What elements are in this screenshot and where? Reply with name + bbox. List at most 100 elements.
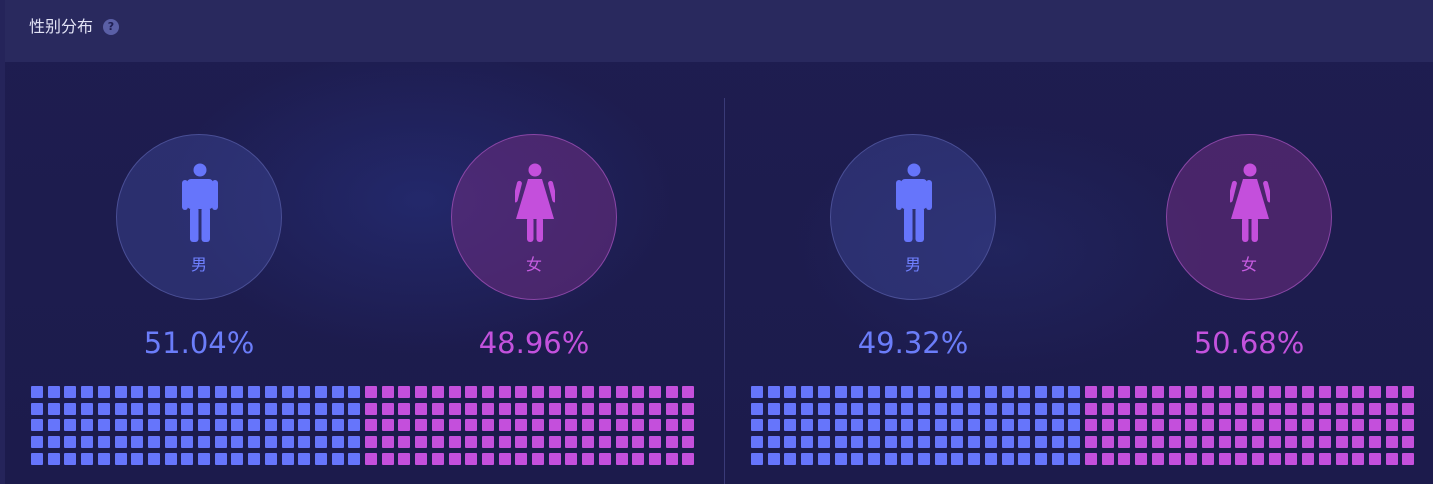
waffle-cell-male: [851, 403, 863, 415]
waffle-cell-female: [1185, 453, 1197, 465]
male-icon: [182, 163, 218, 242]
waffle-cell-male: [835, 453, 847, 465]
waffle-cell-female: [1285, 403, 1297, 415]
waffle-cell-male: [265, 436, 277, 448]
waffle-cell-female: [365, 403, 377, 415]
waffle-cell-female: [415, 419, 427, 431]
waffle-cell-female: [1402, 419, 1414, 431]
waffle-cell-female: [1135, 386, 1147, 398]
waffle-cell-female: [1118, 386, 1130, 398]
waffle-cell-female: [682, 386, 694, 398]
waffle-cell-male: [1052, 453, 1064, 465]
waffle-cell-female: [1235, 436, 1247, 448]
waffle-cell-male: [901, 419, 913, 431]
panel-divider: [724, 98, 725, 484]
waffle-cell-male: [115, 403, 127, 415]
waffle-cell-female: [365, 386, 377, 398]
waffle-cell-female: [1319, 436, 1331, 448]
waffle-cell-male: [818, 436, 830, 448]
waffle-cell-male: [951, 419, 963, 431]
waffle-cell-female: [432, 436, 444, 448]
waffle-cell-female: [1336, 386, 1348, 398]
waffle-cell-male: [985, 419, 997, 431]
waffle-cell-male: [768, 403, 780, 415]
waffle-cell-female: [582, 419, 594, 431]
waffle-cell-female: [415, 453, 427, 465]
waffle-cell-male: [282, 403, 294, 415]
waffle-cell-male: [918, 386, 930, 398]
waffle-cell-female: [499, 436, 511, 448]
waffle-cell-female: [382, 436, 394, 448]
waffle-cell-female: [1352, 453, 1364, 465]
waffle-cell-male: [784, 453, 796, 465]
waffle-cell-male: [784, 403, 796, 415]
waffle-cell-female: [1319, 419, 1331, 431]
male-label: 男: [190, 255, 207, 274]
help-icon[interactable]: ?: [103, 19, 119, 35]
waffle-cell-male: [348, 436, 360, 448]
waffle-cell-female: [616, 453, 628, 465]
waffle-cell-male: [282, 386, 294, 398]
waffle-cell-male: [181, 386, 193, 398]
waffle-cell-male: [148, 453, 160, 465]
waffle-cell-male: [265, 419, 277, 431]
waffle-cell-male: [165, 403, 177, 415]
waffle-cell-male: [1018, 453, 1030, 465]
waffle-cell-female: [1185, 403, 1197, 415]
waffle-cell-female: [449, 403, 461, 415]
waffle-cell-female: [1169, 436, 1181, 448]
waffle-cell-male: [1018, 403, 1030, 415]
waffle-cell-male: [165, 453, 177, 465]
waffle-cell-male: [935, 436, 947, 448]
waffle-cell-female: [465, 436, 477, 448]
waffle-cell-female: [1235, 403, 1247, 415]
waffle-cell-male: [148, 386, 160, 398]
waffle-cell-female: [632, 419, 644, 431]
waffle-cell-male: [98, 386, 110, 398]
page-title: 性别分布: [29, 17, 94, 36]
waffle-cell-male: [985, 386, 997, 398]
waffle-cell-male: [148, 403, 160, 415]
waffle-cell-male: [868, 419, 880, 431]
waffle-cell-male: [215, 436, 227, 448]
waffle-cell-female: [1118, 403, 1130, 415]
waffle-cell-female: [599, 419, 611, 431]
waffle-cell-male: [165, 419, 177, 431]
waffle-cell-male: [951, 386, 963, 398]
waffle-cell-male: [131, 403, 143, 415]
waffle-cell-male: [968, 436, 980, 448]
waffle-cell-male: [851, 386, 863, 398]
header: 性别分布 ?: [5, 0, 1433, 62]
waffle-cell-female: [1402, 436, 1414, 448]
waffle-cell-male: [115, 419, 127, 431]
waffle-cell-male: [1018, 386, 1030, 398]
waffle-cell-male: [215, 419, 227, 431]
waffle-cell-female: [1085, 436, 1097, 448]
waffle-cell-female: [1302, 436, 1314, 448]
waffle-cell-female: [482, 403, 494, 415]
waffle-cell-female: [1102, 453, 1114, 465]
waffle-cell-male: [282, 419, 294, 431]
waffle-cell-male: [31, 436, 43, 448]
waffle-cell-female: [1352, 386, 1364, 398]
waffle-cell-male: [81, 403, 93, 415]
waffle-cell-female: [1386, 386, 1398, 398]
waffle-cell-female: [1252, 403, 1264, 415]
waffle-cell-male: [81, 453, 93, 465]
waffle-cell-male: [332, 403, 344, 415]
waffle-cell-male: [248, 453, 260, 465]
waffle-cell-female: [432, 386, 444, 398]
waffle-cell-female: [582, 403, 594, 415]
waffle-cell-female: [582, 436, 594, 448]
waffle-cell-male: [348, 403, 360, 415]
male-circle-2: 男: [830, 134, 996, 300]
waffle-cell-male: [215, 386, 227, 398]
waffle-cell-female: [1369, 453, 1381, 465]
waffle-cell-female: [1135, 419, 1147, 431]
waffle-cell-female: [432, 453, 444, 465]
waffle-cell-male: [298, 386, 310, 398]
waffle-cell-male: [885, 436, 897, 448]
waffle-cell-female: [549, 403, 561, 415]
waffle-cell-female: [1152, 386, 1164, 398]
waffle-cell-male: [901, 436, 913, 448]
